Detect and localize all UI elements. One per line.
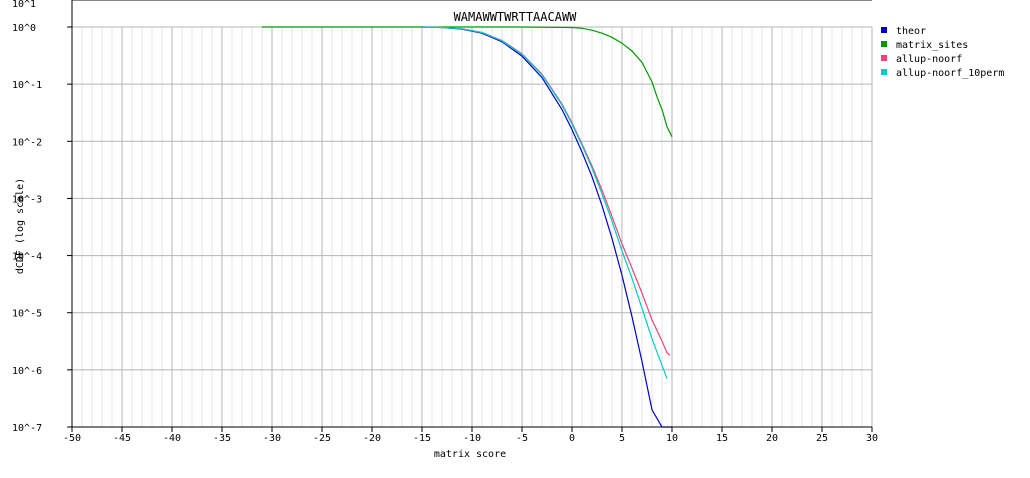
y-axis-label: dCDF (log scale) — [15, 178, 26, 274]
series-line-allup-noorf — [421, 26, 671, 356]
y-tick-label: 10^-1 — [12, 80, 42, 91]
x-tick-label: 15 — [716, 433, 728, 444]
x-tick-label: 10 — [666, 433, 678, 444]
y-tick-label: 10^-5 — [12, 309, 42, 320]
x-tick-label: -50 — [63, 433, 81, 444]
series-line-matrix_sites — [262, 26, 673, 138]
x-tick-label: 20 — [766, 433, 778, 444]
y-tick-label: 10^-7 — [12, 423, 42, 434]
x-tick-label: 5 — [619, 433, 625, 444]
x-tick-label: -5 — [516, 433, 528, 444]
y-tick-label: 10^0 — [12, 23, 36, 34]
x-tick-label: 0 — [569, 433, 575, 444]
grid — [71, 26, 873, 428]
legend-swatch — [881, 41, 887, 47]
legend-swatch — [881, 27, 887, 33]
x-tick-label: -15 — [413, 433, 431, 444]
legend-swatch — [881, 69, 887, 75]
ticks: -50 -45 -40 -35 -30 -25 -20 -15 -10 -5 0 5 10 15 20 25 3… — [12, 23, 878, 444]
series-line-allup-noorf_10perm — [421, 26, 668, 379]
y-tick-label: 10^-4 — [12, 252, 42, 263]
x-tick-label: -35 — [213, 433, 231, 444]
y-top-tick-label: 10^1 — [12, 0, 36, 10]
x-tick-label: -25 — [313, 433, 331, 444]
x-axis-label: matrix score — [434, 449, 506, 460]
x-tick-label: 30 — [866, 433, 878, 444]
legend: theor matrix_sites allup-noorf allup-noorf_… — [881, 26, 1004, 79]
y-tick-label: 10^-3 — [12, 194, 42, 205]
y-tick-label: 10^-6 — [12, 366, 42, 377]
x-tick-label: -30 — [263, 433, 281, 444]
legend-label: theor — [896, 26, 926, 37]
legend-label: allup-noorf_10perm — [896, 68, 1004, 79]
x-tick-label: 25 — [816, 433, 828, 444]
y-tick-label: 10^-2 — [12, 137, 42, 148]
series-layer — [262, 26, 673, 428]
x-tick-label: -45 — [113, 433, 131, 444]
chart-title: WAMAWWTWRTTAACAWW — [454, 10, 578, 24]
x-tick-label: -10 — [463, 433, 481, 444]
x-tick-label: -40 — [163, 433, 181, 444]
legend-label: allup-noorf — [896, 54, 962, 65]
legend-label: matrix_sites — [896, 40, 968, 51]
legend-swatch — [881, 55, 887, 61]
series-line-theor — [421, 26, 672, 428]
x-tick-label: -20 — [363, 433, 381, 444]
